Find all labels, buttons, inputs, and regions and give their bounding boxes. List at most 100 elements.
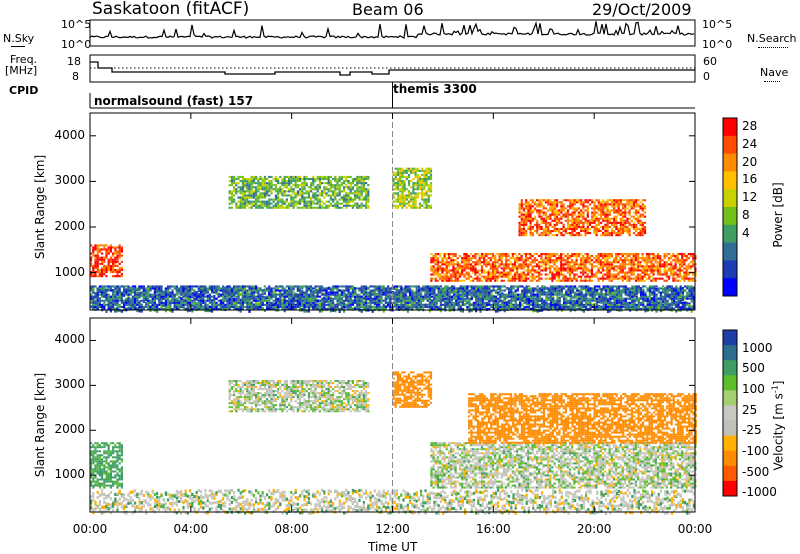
- power-panel-cell: [197, 289, 200, 292]
- power-panel-cell: [90, 275, 93, 278]
- power-panel-cell: [116, 252, 119, 255]
- power-panel-cell: [477, 291, 480, 295]
- power-panel-cell: [598, 297, 601, 300]
- power-panel-cell: [503, 303, 506, 306]
- power-panel-cell: [640, 301, 643, 304]
- power-panel-cell: [530, 287, 533, 290]
- power-panel-cell: [105, 244, 108, 247]
- power-panel-cell: [340, 175, 343, 178]
- power-panel-cell: [585, 295, 588, 298]
- xlabel: Time UT: [368, 540, 418, 554]
- power-panel-cell: [228, 307, 231, 310]
- power-panel-cell: [263, 292, 266, 295]
- power-panel-cell: [98, 250, 101, 253]
- power-panel-cell: [217, 303, 220, 306]
- power-panel-cell: [114, 262, 117, 265]
- power-panel-cell: [301, 206, 304, 209]
- power-panel-cell: [332, 200, 335, 203]
- power-panel-cell: [116, 256, 119, 259]
- power-panel-cell: [648, 305, 651, 308]
- power-panel-cell: [307, 297, 310, 300]
- power-panel-cell: [96, 264, 99, 267]
- power-panel-cell: [252, 175, 255, 178]
- power-panel-cell: [116, 287, 119, 290]
- power-panel-cell: [402, 303, 405, 307]
- power-panel-cell: [466, 287, 469, 290]
- power-panel-cell: [237, 307, 240, 310]
- power-panel-cell: [305, 293, 308, 296]
- power-panel-cell: [149, 285, 152, 288]
- power-panel-cell: [136, 301, 139, 304]
- power-panel-cell: [112, 269, 115, 272]
- power-panel-cell: [274, 285, 277, 288]
- power-panel-cell: [142, 289, 145, 292]
- power-panel-cell: [512, 291, 515, 295]
- power-panel-cell: [160, 305, 163, 308]
- power-panel-cell: [362, 285, 365, 288]
- power-panel-cell: [585, 305, 588, 308]
- power-panel-cell: [250, 178, 253, 181]
- power-panel-cell: [103, 248, 106, 251]
- nave-legend-line: [764, 81, 780, 82]
- power-panel-cell: [103, 301, 106, 304]
- power-panel-cell: [351, 301, 354, 304]
- power-panel-cell: [653, 303, 656, 306]
- power-panel-cell: [677, 299, 680, 302]
- power-panel-cell: [336, 202, 339, 205]
- power-panel-cell: [459, 309, 462, 313]
- power-panel-cell: [160, 303, 163, 306]
- power-panel-cell: [228, 298, 231, 302]
- power-panel-cell: [230, 289, 233, 292]
- power-panel-cell: [668, 303, 671, 306]
- power-panel-cell: [525, 285, 528, 288]
- power-panel-cell: [261, 299, 264, 302]
- power-panel-cell: [569, 301, 572, 304]
- power-panel-cell: [116, 275, 119, 278]
- power-panel-cell: [415, 297, 418, 300]
- power-panel-cell: [118, 246, 121, 249]
- power-panel-cell: [156, 285, 159, 288]
- power-panel-cell: [373, 295, 376, 298]
- power-panel-cell: [618, 289, 621, 292]
- power-panel-cell: [402, 295, 405, 298]
- power-panel-cell: [246, 202, 249, 205]
- power-panel-cell: [600, 287, 603, 291]
- power-panel-cell: [235, 299, 238, 302]
- power-panel-cell: [580, 297, 583, 300]
- power-panel-cell: [283, 190, 286, 193]
- power-panel-cell: [657, 301, 660, 304]
- power-panel-cell: [90, 244, 93, 247]
- power-panel-cell: [318, 204, 321, 207]
- power-panel-cell: [453, 297, 456, 300]
- power-panel-cell: [314, 305, 317, 308]
- power-panel-cell: [105, 252, 108, 255]
- power-panel-cell: [657, 287, 660, 290]
- power-panel-cell: [351, 293, 354, 296]
- power-panel-cell: [272, 200, 275, 203]
- power-panel-cell: [393, 295, 396, 298]
- power-panel-cell: [527, 305, 530, 308]
- power-panel-cell: [402, 305, 405, 308]
- power-panel-cell: [446, 297, 449, 300]
- power-panel-cell: [686, 285, 689, 288]
- power-panel-cell: [497, 287, 500, 290]
- power-panel-cell: [450, 285, 453, 288]
- power-panel-cell: [525, 301, 528, 304]
- power-panel-cell: [189, 285, 192, 288]
- power-panel-cell: [655, 297, 658, 300]
- power-panel-cell: [472, 287, 475, 290]
- power-panel-cell: [301, 200, 304, 203]
- power-panel-cell: [358, 289, 361, 292]
- power-panel-cell: [259, 184, 262, 187]
- power-panel-cell: [193, 289, 196, 292]
- power-panel-cell: [677, 289, 680, 292]
- power-panel-cell: [450, 289, 453, 292]
- power-panel-cell: [233, 175, 236, 178]
- power-panel-cell: [257, 286, 260, 290]
- power-panel-cell: [277, 303, 280, 306]
- power-panel-cell: [263, 178, 266, 181]
- power-panel-cell: [455, 291, 458, 294]
- power-panel-cell: [109, 305, 112, 308]
- power-panel-cell: [684, 303, 687, 306]
- power-panel-cell: [615, 297, 618, 300]
